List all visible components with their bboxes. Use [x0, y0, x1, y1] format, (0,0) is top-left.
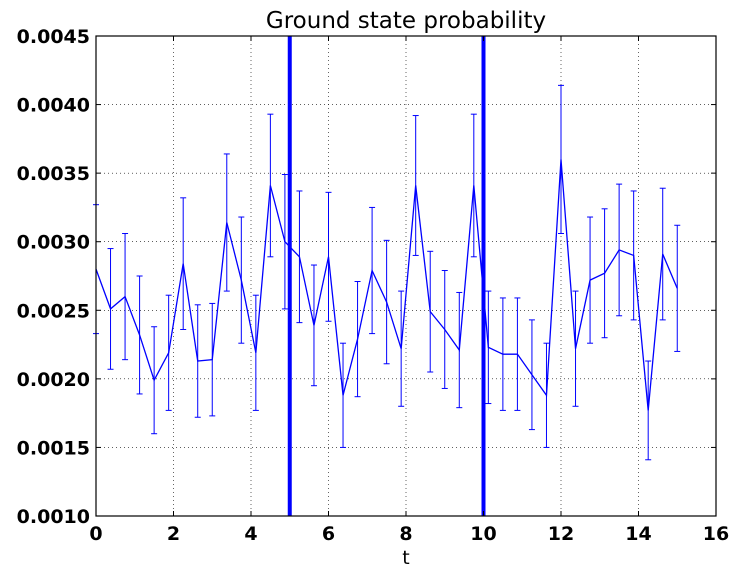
x-tick-label: 14 — [625, 523, 651, 545]
x-tick-label: 6 — [322, 523, 335, 545]
y-tick-label: 0.0020 — [17, 369, 90, 391]
series-line — [95, 159, 678, 411]
x-tick-label: 2 — [167, 523, 180, 545]
x-axis-label: t — [402, 547, 409, 569]
line-layer — [95, 159, 678, 411]
x-tick-label: 4 — [244, 523, 257, 545]
y-tick-label: 0.0035 — [17, 163, 90, 185]
x-tick-label: 0 — [89, 523, 102, 545]
vline-layer — [287, 36, 486, 516]
y-tick-label: 0.0015 — [17, 437, 90, 459]
y-tick-label: 0.0040 — [17, 95, 90, 117]
y-tick-label: 0.0030 — [17, 232, 90, 254]
x-tick-label: 16 — [703, 523, 729, 545]
x-tick-label: 10 — [470, 523, 496, 545]
tick-layer: 0 2 4 6 8 10 12 14 16 0.0010 0.0015 0.0020 0.0025 0.0… — [17, 26, 730, 545]
x-tick-label: 12 — [548, 523, 574, 545]
y-tick-label: 0.0025 — [17, 300, 90, 322]
chart-title: Ground state probability — [266, 8, 546, 34]
x-tick-label: 8 — [399, 523, 412, 545]
y-tick-label: 0.0045 — [17, 26, 90, 48]
y-tick-label: 0.0010 — [17, 506, 90, 528]
